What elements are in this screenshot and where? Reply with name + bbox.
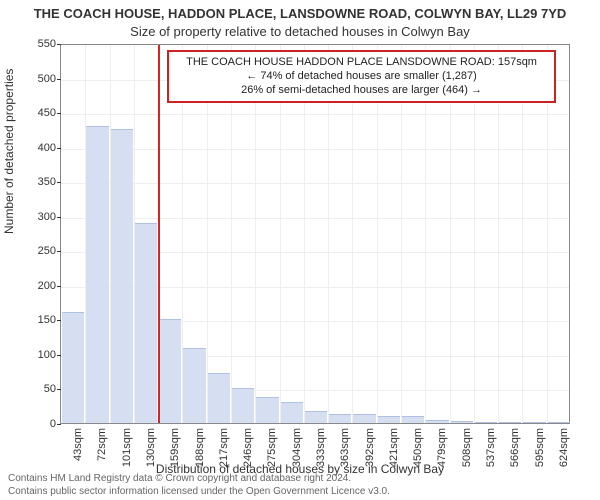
y-tick-label: 200: [16, 280, 56, 292]
y-tick-label: 100: [16, 349, 56, 361]
page-title-line1: THE COACH HOUSE, HADDON PLACE, LANSDOWNE…: [0, 6, 600, 21]
x-tick-label: 43sqm: [72, 428, 84, 468]
y-tick-label: 500: [16, 73, 56, 85]
y-tick-mark: [57, 389, 61, 390]
y-tick-label: 250: [16, 245, 56, 257]
histogram-bar: [86, 126, 108, 423]
histogram-bar: [451, 421, 473, 423]
histogram-bar: [329, 414, 351, 423]
x-tick-label: 304sqm: [291, 428, 303, 468]
histogram-bar: [232, 388, 254, 423]
x-tick-label: 624sqm: [558, 428, 570, 468]
x-tick-label: 479sqm: [436, 428, 448, 468]
y-tick-label: 50: [16, 383, 56, 395]
footer-line1: Contains HM Land Registry data © Crown c…: [8, 473, 592, 486]
gridline-h: [61, 218, 569, 219]
histogram-bar: [62, 312, 84, 423]
x-tick-label: 566sqm: [509, 428, 521, 468]
reference-line: [158, 45, 160, 423]
x-tick-label: 450sqm: [412, 428, 424, 468]
y-tick-label: 150: [16, 314, 56, 326]
histogram-bar: [183, 348, 205, 423]
y-tick-mark: [57, 355, 61, 356]
histogram-bar: [475, 422, 497, 423]
y-tick-label: 400: [16, 142, 56, 154]
y-tick-label: 550: [16, 38, 56, 50]
x-tick-label: 217sqm: [218, 428, 230, 468]
x-tick-label: 72sqm: [96, 428, 108, 468]
annotation-line3: 26% of semi-detached houses are larger (…: [177, 84, 546, 98]
annotation-line1: THE COACH HOUSE HADDON PLACE LANSDOWNE R…: [177, 56, 546, 70]
x-tick-label: 333sqm: [315, 428, 327, 468]
y-tick-mark: [57, 286, 61, 287]
histogram-bar: [281, 402, 303, 423]
x-tick-label: 392sqm: [364, 428, 376, 468]
y-tick-mark: [57, 113, 61, 114]
x-tick-label: 421sqm: [388, 428, 400, 468]
x-tick-label: 275sqm: [266, 428, 278, 468]
histogram-bar: [523, 422, 545, 423]
y-axis-label: Number of detached properties: [2, 69, 16, 234]
y-tick-mark: [57, 148, 61, 149]
histogram-bar: [111, 129, 133, 423]
x-tick-label: 246sqm: [242, 428, 254, 468]
histogram-bar: [305, 411, 327, 423]
y-tick-mark: [57, 217, 61, 218]
gridline-h: [61, 183, 569, 184]
footer-attribution: Contains HM Land Registry data © Crown c…: [8, 473, 592, 498]
gridline-h: [61, 149, 569, 150]
y-tick-label: 350: [16, 176, 56, 188]
histogram-bar: [208, 373, 230, 423]
histogram-bar: [378, 416, 400, 423]
x-tick-label: 537sqm: [485, 428, 497, 468]
histogram-bar: [499, 422, 521, 423]
gridline-h: [61, 114, 569, 115]
y-tick-mark: [57, 79, 61, 80]
x-tick-label: 595sqm: [534, 428, 546, 468]
page-title-line2: Size of property relative to detached ho…: [0, 24, 600, 39]
y-tick-mark: [57, 251, 61, 252]
histogram-bar: [426, 420, 448, 423]
y-tick-label: 300: [16, 211, 56, 223]
annotation-line2: ← 74% of detached houses are smaller (1,…: [177, 70, 546, 84]
y-tick-label: 450: [16, 107, 56, 119]
histogram-bar: [548, 422, 570, 423]
histogram-bar: [159, 319, 181, 423]
histogram-bar: [135, 223, 157, 423]
y-tick-mark: [57, 44, 61, 45]
footer-line2: Contains public sector information licen…: [8, 486, 592, 499]
histogram-bar: [256, 397, 278, 423]
y-tick-mark: [57, 182, 61, 183]
x-tick-label: 130sqm: [145, 428, 157, 468]
y-tick-mark: [57, 424, 61, 425]
histogram-bar: [402, 416, 424, 423]
x-tick-label: 363sqm: [339, 428, 351, 468]
x-tick-label: 188sqm: [194, 428, 206, 468]
x-tick-label: 159sqm: [169, 428, 181, 468]
y-tick-label: 0: [16, 418, 56, 430]
histogram-bar: [353, 414, 375, 423]
y-tick-mark: [57, 320, 61, 321]
x-tick-label: 508sqm: [461, 428, 473, 468]
annotation-callout: THE COACH HOUSE HADDON PLACE LANSDOWNE R…: [167, 50, 556, 103]
x-tick-label: 101sqm: [121, 428, 133, 468]
